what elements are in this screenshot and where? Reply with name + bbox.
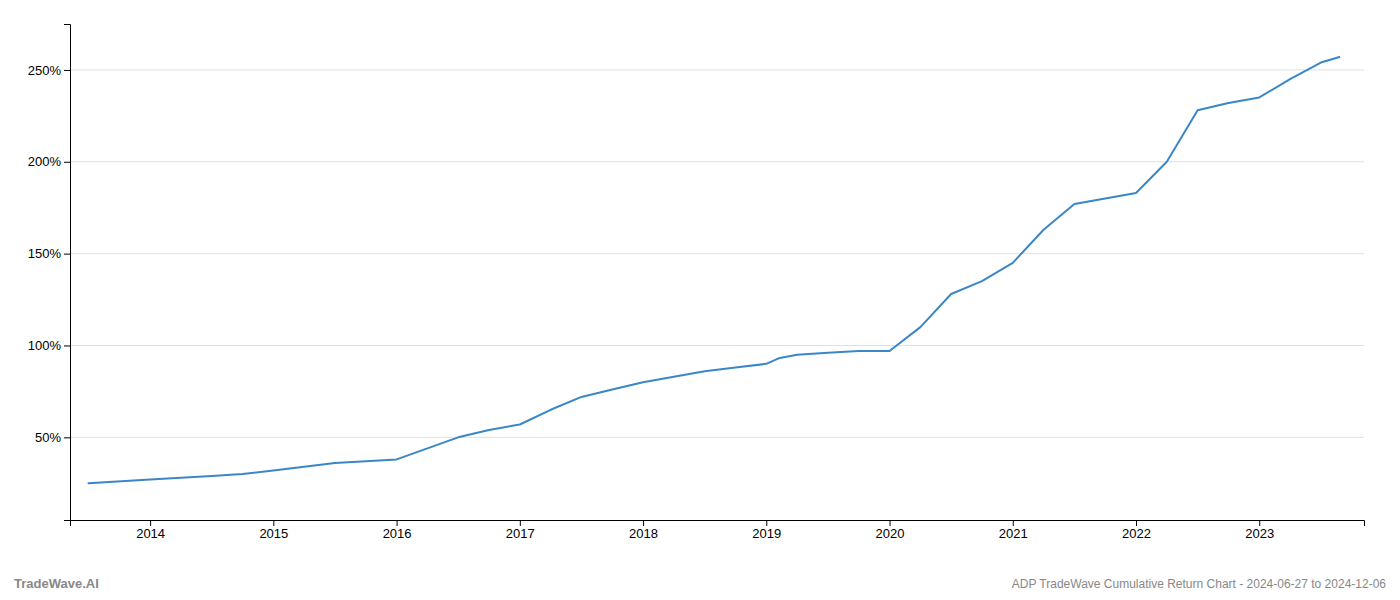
y-tick-mark [64,345,70,346]
data-line [88,57,1339,483]
x-tick: 2020 [876,520,905,541]
x-tick-mark [890,520,891,526]
x-tick-label: 2023 [1245,526,1274,541]
x-axis: 2014 2015 2016 2017 2018 2019 2020 2021 2022 2023 [71,520,1365,541]
x-tick-label: 2016 [383,526,412,541]
x-tick-mark [766,520,767,526]
grid-line [70,69,1364,70]
y-tick-label: 200% [28,154,62,169]
x-tick: 2023 [1245,520,1274,541]
y-tick-label: 250% [28,63,62,78]
x-tick: 2019 [752,520,781,541]
grid-line [70,161,1364,162]
y-tick: 50% [35,430,70,445]
x-tick-label: 2021 [999,526,1028,541]
x-tick-mark [150,520,151,526]
x-tick-mark [1013,520,1014,526]
chart-title: ADP TradeWave Cumulative Return Chart - … [1012,577,1387,591]
x-tick: 2022 [1122,520,1151,541]
y-tick-mark [64,254,70,255]
y-tick: 250% [28,63,70,78]
x-tick: 2015 [259,520,288,541]
x-tick-label: 2019 [752,526,781,541]
grid-line [70,437,1364,438]
y-tick-label: 150% [28,246,62,261]
chart-svg: 2014 2015 2016 2017 2018 2019 2020 2021 2022 2023… [0,0,1400,600]
y-tick-mark [64,70,70,71]
grid [70,70,1364,437]
x-tick-label: 2014 [136,526,165,541]
x-tick-label: 2018 [629,526,658,541]
y-tick: 150% [28,246,70,261]
x-tick-mark [520,520,521,526]
x-tick-label: 2017 [506,526,535,541]
x-tick-mark [1136,520,1137,526]
plot-area: 2014 2015 2016 2017 2018 2019 2020 2021 2022 2023… [28,25,1365,542]
y-axis: 50% 100% 150% 200% 250% [28,25,71,521]
y-tick: 200% [28,154,70,169]
x-tick-mark [273,520,274,526]
x-tick: 2014 [136,520,165,541]
x-tick-mark [643,520,644,526]
x-tick-mark [397,520,398,526]
x-axis-line [71,521,1365,527]
y-tick-label: 50% [35,430,61,445]
x-tick-label: 2022 [1122,526,1151,541]
x-tick: 2017 [506,520,535,541]
marks [88,57,1339,483]
x-tick-mark [1259,520,1260,526]
x-tick-label: 2020 [876,526,905,541]
x-tick: 2021 [999,520,1028,541]
y-tick-mark [64,437,70,438]
watermark: TradeWave.AI [14,576,99,591]
y-tick: 100% [28,338,70,353]
y-axis-line [64,25,71,521]
x-tick-label: 2015 [259,526,288,541]
grid-line [70,345,1364,346]
x-tick: 2018 [629,520,658,541]
y-tick-mark [64,162,70,163]
y-tick-label: 100% [28,338,62,353]
x-tick: 2016 [383,520,412,541]
grid-line [70,253,1364,254]
